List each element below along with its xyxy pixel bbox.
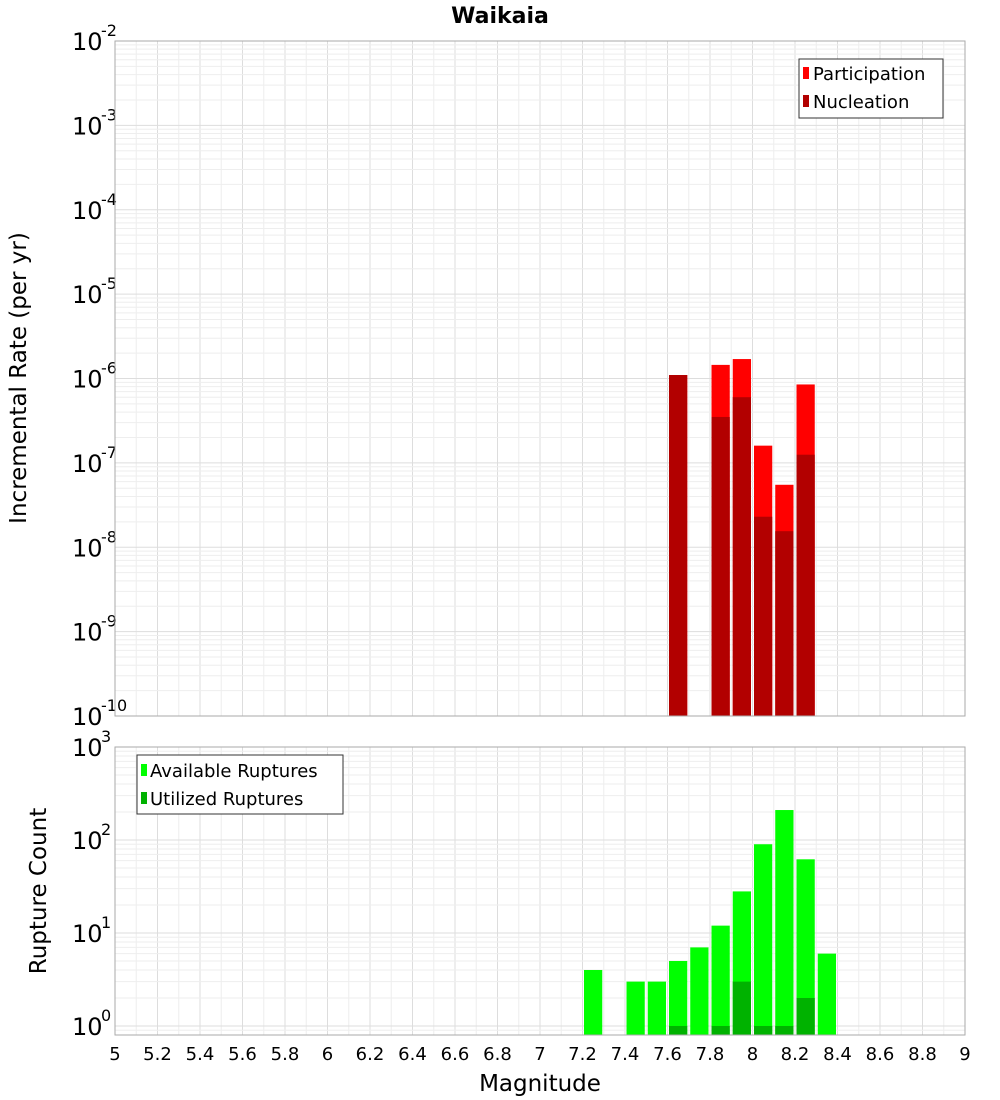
count-bar-available-ruptures [775,810,794,1035]
x-axis-label: Magnitude [479,1071,601,1097]
rate-grid [114,40,966,717]
rate-y-axis-label: Incremental Rate (per yr) [6,232,32,524]
rate-bar-nucleation [732,397,751,716]
count-y-tick-exponent: 1 [101,913,111,932]
x-tick-label: 8.6 [866,1044,895,1065]
rate-y-tick-exponent: -8 [101,527,117,546]
rate-y-tick-label: 10 [72,281,103,309]
x-tick-label: 6.2 [356,1044,385,1065]
x-tick-labels: 5 5.2 5.4 5.6 5.8 6 6.2 6.4 6.6 6.8 7 7.2 7.4 7.6 7.8 8… [109,1044,970,1065]
count-y-axis-label: Rupture Count [26,808,52,974]
count-bar-utilized-ruptures [796,997,815,1035]
x-tick-label: 9 [959,1044,970,1065]
count-bar-available-ruptures [817,953,836,1035]
count-bar-available-ruptures [711,925,730,1035]
count-bar-utilized-ruptures [711,1025,730,1035]
legend-label-nucleation: Nucleation [813,92,909,113]
x-tick-label: 5 [109,1044,120,1065]
legend-swatch-participation [803,67,809,79]
count-bar-utilized-ruptures [732,981,751,1035]
x-tick-label: 8.2 [781,1044,810,1065]
x-tick-label: 8 [747,1044,758,1065]
rate-y-tick-label: 10 [72,703,103,731]
x-tick-label: 5.4 [186,1044,215,1065]
rate-y-tick-exponent: -7 [101,443,117,462]
x-tick-label: 8.8 [908,1044,937,1065]
x-tick-label: 8.4 [823,1044,852,1065]
count-y-tick-exponent: 0 [101,1006,111,1025]
x-tick-label: 7.6 [653,1044,682,1065]
count-y-tick-label: 10 [72,1013,103,1041]
rate-y-tick-exponent: -10 [101,696,127,715]
x-tick-label: 6.4 [398,1044,427,1065]
x-tick-label: 6.6 [441,1044,470,1065]
rate-bar-nucleation [775,531,794,716]
rate-y-tick-exponent: -6 [101,359,117,378]
count-bar-available-ruptures [754,844,773,1035]
count-y-tick-label: 10 [72,827,103,855]
rate-y-tick-exponent: -3 [101,105,117,124]
legend-label-participation: Participation [813,64,925,85]
count-bar-available-ruptures [626,981,645,1035]
legend-swatch-utilized [141,792,147,804]
x-tick-label: 5.2 [143,1044,172,1065]
rate-y-tick-label: 10 [72,534,103,562]
count-bar-available-ruptures [647,981,666,1035]
rate-y-tick-label: 10 [72,619,103,647]
legend-label-available: Available Ruptures [150,761,318,782]
x-tick-label: 6.8 [483,1044,512,1065]
rate-bar-nucleation [669,375,688,716]
rate-y-tick-label: 10 [72,28,103,56]
count-bar-available-ruptures [690,947,709,1035]
count-bar-utilized-ruptures [669,1025,688,1035]
rate-y-tick-label: 10 [72,197,103,225]
rate-bar-nucleation [711,416,730,716]
count-bar-available-ruptures [669,960,688,1035]
legend-swatch-available [141,764,147,776]
count-y-tick-label: 10 [72,920,103,948]
rate-bar-nucleation [754,516,773,716]
rate-y-tick-label: 10 [72,366,103,394]
rate-bar-nucleation [796,454,815,716]
x-tick-label: 7.8 [696,1044,725,1065]
rate-legend: Participation Nucleation [798,58,944,119]
rate-y-tick-label: 10 [72,112,103,140]
x-tick-label: 7.2 [568,1044,597,1065]
count-y-tick-exponent: 2 [101,820,111,839]
rate-y-tick-exponent: -2 [101,21,117,40]
rate-y-tick-exponent: -5 [101,274,117,293]
rate-bars [669,359,815,716]
count-bars [584,810,836,1035]
count-bar-available-ruptures [796,859,815,1035]
x-tick-label: 5.8 [271,1044,300,1065]
count-legend: Available Ruptures Utilized Ruptures [136,754,344,815]
chart-title: Waikaia [451,4,549,29]
count-bar-available-ruptures [584,969,603,1035]
legend-swatch-nucleation [803,95,809,107]
legend-label-utilized: Utilized Ruptures [150,789,303,810]
count-bar-utilized-ruptures [775,1025,794,1035]
count-bar-utilized-ruptures [754,1025,773,1035]
count-y-tick-exponent: 3 [101,727,111,746]
rate-y-tick-exponent: -4 [101,190,117,209]
x-tick-label: 6 [322,1044,333,1065]
x-tick-label: 5.6 [228,1044,257,1065]
rate-y-tick-label: 10 [72,450,103,478]
count-y-tick-label: 10 [72,734,103,762]
x-tick-label: 7 [534,1044,545,1065]
rate-y-tick-exponent: -9 [101,612,117,631]
x-tick-label: 7.4 [611,1044,640,1065]
